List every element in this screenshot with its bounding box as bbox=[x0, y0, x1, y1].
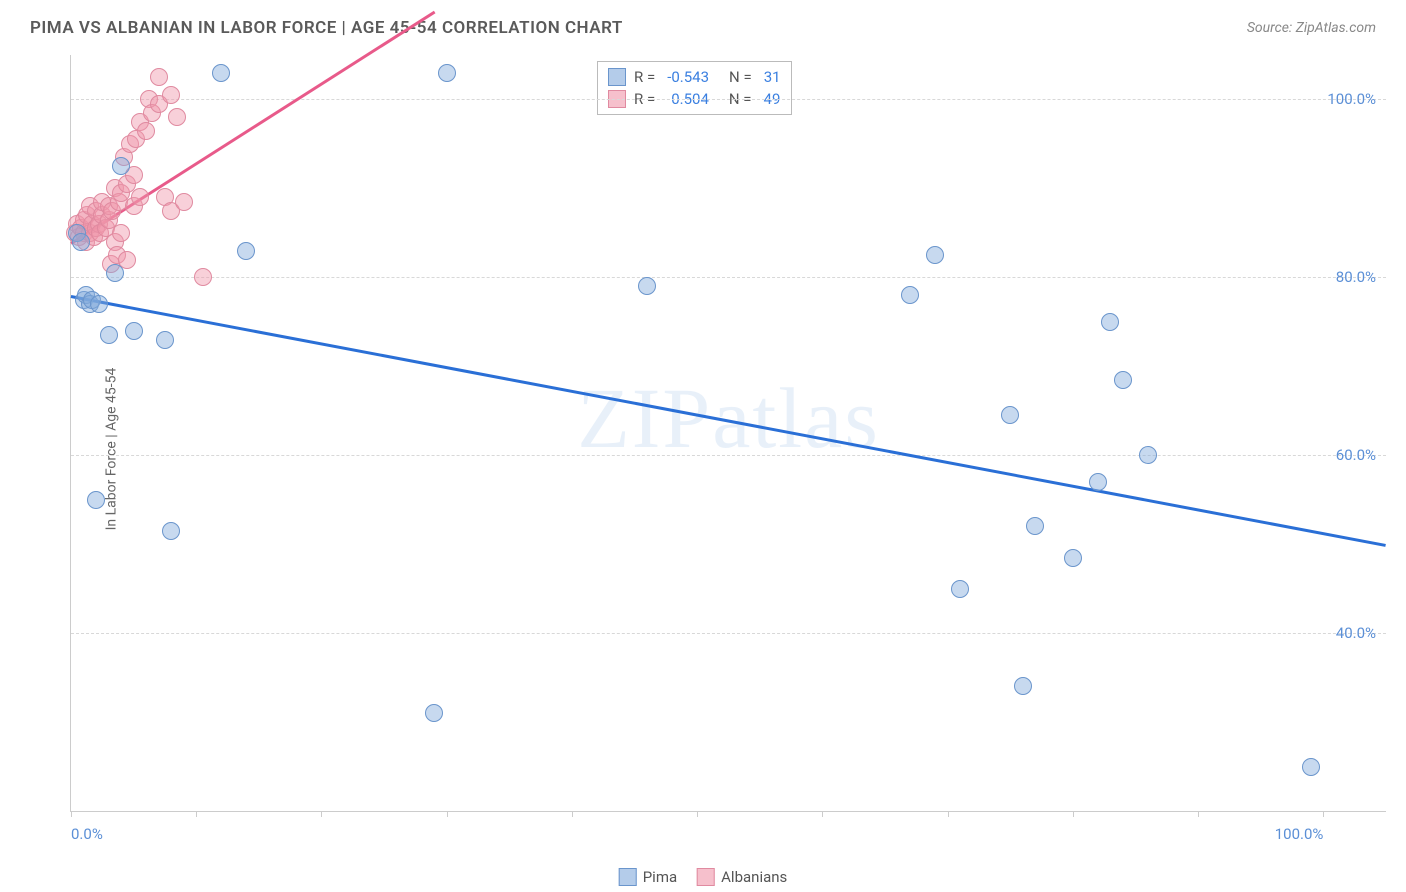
source-attribution: Source: ZipAtlas.com bbox=[1247, 20, 1376, 36]
gridline bbox=[71, 277, 1386, 278]
data-point-albanians bbox=[112, 224, 130, 242]
ytick-label: 60.0% bbox=[1336, 446, 1376, 464]
xtick-mark bbox=[697, 811, 698, 817]
chart-header: PIMA VS ALBANIAN IN LABOR FORCE | AGE 45… bbox=[0, 0, 1406, 48]
swatch-blue bbox=[608, 68, 626, 86]
xtick-mark bbox=[822, 811, 823, 817]
xtick-mark bbox=[1198, 811, 1199, 817]
data-point-pima bbox=[125, 322, 143, 340]
r-label: R = bbox=[634, 68, 655, 86]
ytick-label: 40.0% bbox=[1336, 624, 1376, 642]
data-point-albanians bbox=[150, 68, 168, 86]
data-point-albanians bbox=[131, 188, 149, 206]
correlation-stats-box: R = -0.543 N = 31 R = 0.504 N = 49 bbox=[597, 61, 792, 115]
data-point-pima bbox=[926, 246, 944, 264]
xtick-label: 100.0% bbox=[1275, 825, 1324, 843]
xtick-mark bbox=[1323, 811, 1324, 817]
gridline bbox=[71, 99, 1386, 100]
data-point-albanians bbox=[162, 86, 180, 104]
data-point-pima bbox=[438, 64, 456, 82]
data-point-pima bbox=[1114, 371, 1132, 389]
data-point-albanians bbox=[194, 268, 212, 286]
data-point-pima bbox=[100, 326, 118, 344]
plot-area: ZIPatlas R = -0.543 N = 31 R = 0.504 N =… bbox=[70, 55, 1386, 812]
data-point-pima bbox=[1101, 313, 1119, 331]
n-value-pima: 31 bbox=[764, 68, 781, 86]
data-point-pima bbox=[90, 295, 108, 313]
trendline-pima bbox=[71, 295, 1386, 546]
r-value-pima: -0.543 bbox=[667, 68, 709, 86]
data-point-pima bbox=[72, 233, 90, 251]
data-point-albanians bbox=[137, 122, 155, 140]
data-point-pima bbox=[162, 522, 180, 540]
stats-row-pima: R = -0.543 N = 31 bbox=[608, 66, 781, 88]
data-point-pima bbox=[1014, 677, 1032, 695]
gridline bbox=[71, 455, 1386, 456]
swatch-blue bbox=[619, 868, 637, 886]
ytick-label: 100.0% bbox=[1327, 90, 1376, 108]
xtick-mark bbox=[447, 811, 448, 817]
legend-item-pima: Pima bbox=[619, 868, 677, 886]
data-point-pima bbox=[156, 331, 174, 349]
data-point-pima bbox=[87, 491, 105, 509]
data-point-pima bbox=[901, 286, 919, 304]
chart-title: PIMA VS ALBANIAN IN LABOR FORCE | AGE 45… bbox=[30, 18, 623, 38]
data-point-pima bbox=[1089, 473, 1107, 491]
data-point-pima bbox=[237, 242, 255, 260]
data-point-pima bbox=[106, 264, 124, 282]
data-point-albanians bbox=[175, 193, 193, 211]
xtick-mark bbox=[196, 811, 197, 817]
n-label: N = bbox=[729, 68, 752, 86]
data-point-pima bbox=[212, 64, 230, 82]
data-point-pima bbox=[112, 157, 130, 175]
swatch-pink bbox=[697, 868, 715, 886]
bottom-legend: Pima Albanians bbox=[619, 868, 788, 886]
watermark-text: ZIPatlas bbox=[577, 368, 880, 468]
data-point-pima bbox=[425, 704, 443, 722]
data-point-pima bbox=[1026, 517, 1044, 535]
xtick-mark bbox=[948, 811, 949, 817]
data-point-pima bbox=[1064, 549, 1082, 567]
xtick-mark bbox=[572, 811, 573, 817]
xtick-mark bbox=[71, 811, 72, 817]
data-point-pima bbox=[1001, 406, 1019, 424]
xtick-mark bbox=[1073, 811, 1074, 817]
ytick-label: 80.0% bbox=[1336, 268, 1376, 286]
data-point-pima bbox=[951, 580, 969, 598]
chart-container: In Labor Force | Age 45-54 ZIPatlas R = … bbox=[50, 55, 1386, 842]
legend-item-albanians: Albanians bbox=[697, 868, 787, 886]
data-point-pima bbox=[1302, 758, 1320, 776]
data-point-pima bbox=[1139, 446, 1157, 464]
gridline bbox=[71, 633, 1386, 634]
legend-label-albanians: Albanians bbox=[721, 868, 787, 886]
data-point-pima bbox=[638, 277, 656, 295]
data-point-albanians bbox=[168, 108, 186, 126]
xtick-label: 0.0% bbox=[71, 825, 103, 843]
legend-label-pima: Pima bbox=[643, 868, 677, 886]
xtick-mark bbox=[321, 811, 322, 817]
